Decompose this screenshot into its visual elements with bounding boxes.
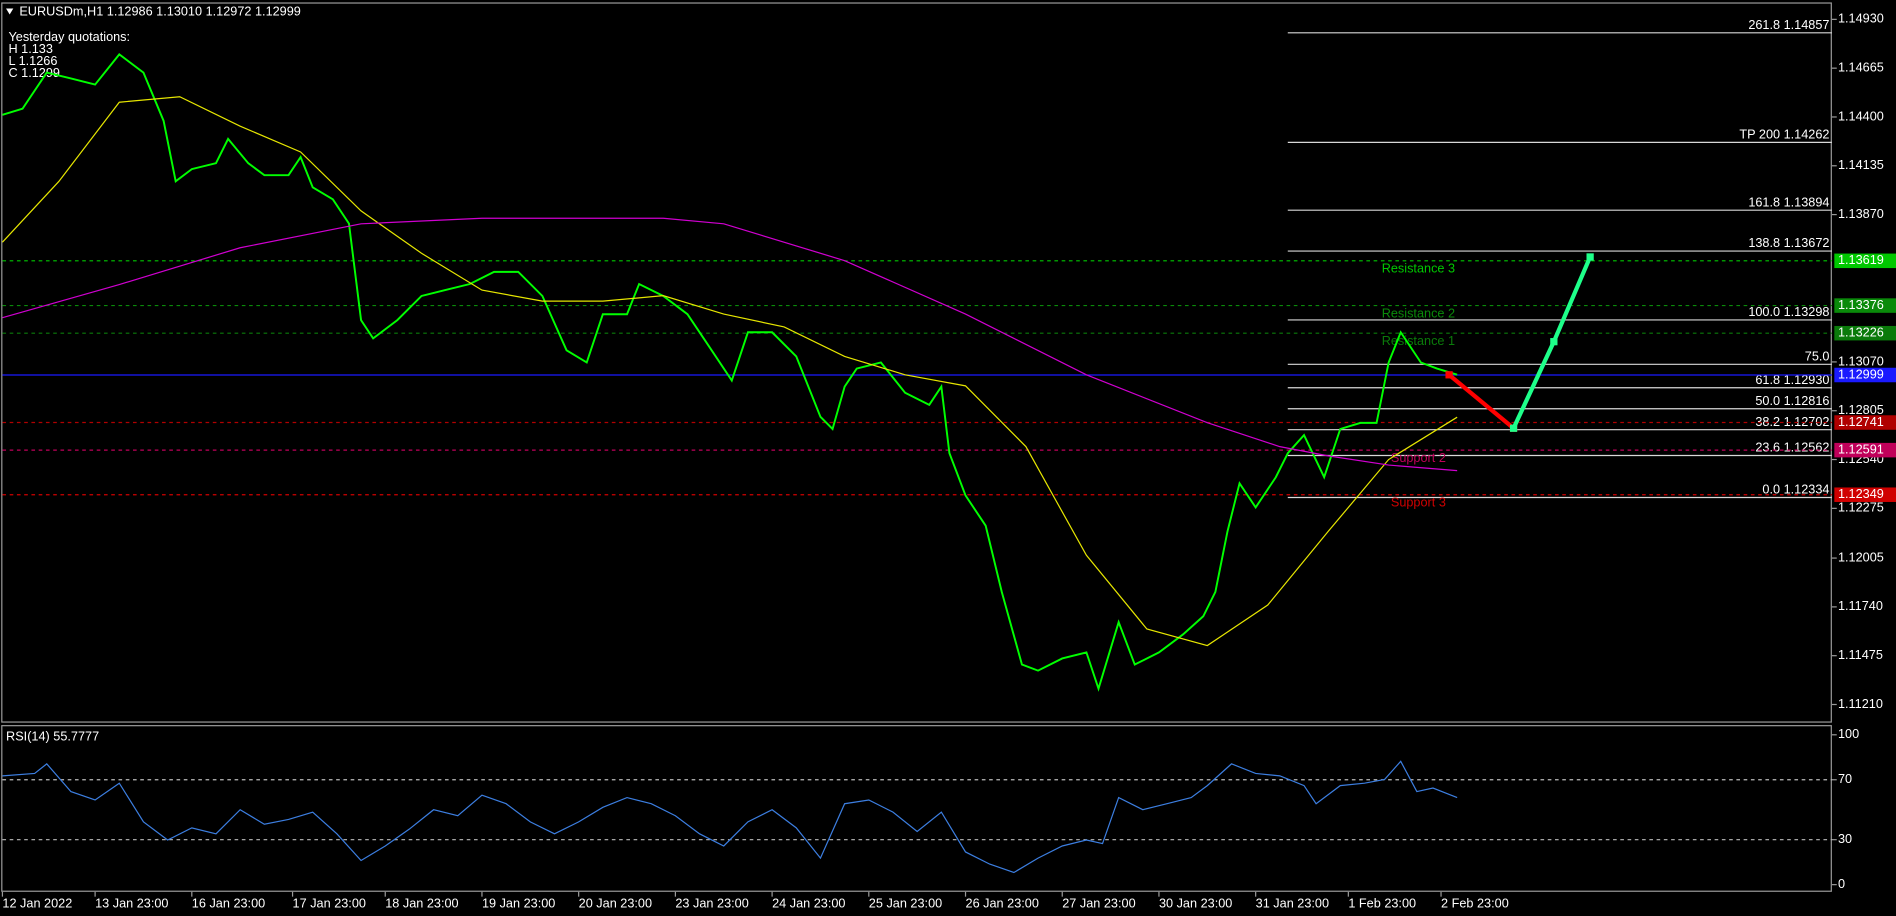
- fib-label: 50.0 1.12816: [1755, 394, 1829, 408]
- annotation: C 1.1299: [8, 66, 60, 80]
- fib-label: 61.8 1.12930: [1755, 373, 1829, 387]
- level-price-label: 1.12741: [1838, 415, 1884, 429]
- y-tick-label: 30: [1838, 832, 1852, 846]
- forecast-point: [1550, 338, 1558, 346]
- level-price-label: 1.12591: [1838, 443, 1884, 457]
- x-tick-label: 17 Jan 23:00: [293, 896, 366, 910]
- x-tick-label: 12 Jan 2022: [2, 896, 72, 910]
- series-line: [2, 760, 1458, 874]
- y-tick-label: 1.12805: [1838, 403, 1884, 417]
- y-tick-label: 1.14665: [1838, 61, 1884, 75]
- level-price-box: [1834, 415, 1896, 430]
- level-name: Resistance 3: [1382, 262, 1455, 276]
- level-name: Support 3: [1391, 496, 1446, 510]
- level-name: Resistance 2: [1382, 306, 1455, 320]
- level-name: Resistance 1: [1382, 334, 1455, 348]
- series-line: [2, 217, 1458, 472]
- fib-label: 161.8 1.13894: [1748, 195, 1829, 209]
- series-line: [2, 53, 1458, 692]
- x-tick-label: 30 Jan 23:00: [1159, 896, 1232, 910]
- forecast-line: [1447, 373, 1515, 430]
- series-line: [1, 96, 1458, 647]
- level-price-label: 1.13619: [1838, 253, 1884, 267]
- x-tick-label: 26 Jan 23:00: [966, 896, 1039, 910]
- x-tick-label: 20 Jan 23:00: [579, 896, 652, 910]
- x-tick-label: 23 Jan 23:00: [675, 896, 748, 910]
- symbol-menu[interactable]: [6, 8, 14, 15]
- x-tick-label: 16 Jan 23:00: [192, 896, 265, 910]
- y-tick-label: 100: [1838, 727, 1859, 741]
- level-price-label: 1.13376: [1838, 298, 1884, 312]
- x-tick-label: 2 Feb 23:00: [1441, 896, 1509, 910]
- x-tick-label: 18 Jan 23:00: [385, 896, 458, 910]
- y-tick-label: 1.11475: [1838, 648, 1883, 662]
- level-price-label: 1.12999: [1838, 367, 1884, 381]
- fib-label: TP 200 1.14262: [1739, 128, 1829, 142]
- level-price-label: 1.13226: [1838, 326, 1884, 340]
- level-price-box: [1834, 487, 1896, 502]
- x-tick-label: 1 Feb 23:00: [1348, 896, 1416, 910]
- forecast-point: [1509, 424, 1518, 432]
- x-tick-label: 25 Jan 23:00: [869, 896, 942, 910]
- level-price-box: [1834, 325, 1896, 341]
- x-tick-label: 27 Jan 23:00: [1062, 896, 1135, 910]
- y-tick-label: 1.14400: [1838, 109, 1884, 123]
- level-price-box: [1834, 298, 1896, 313]
- rsi-panel-frame: [1, 725, 1832, 892]
- x-tick-label: 24 Jan 23:00: [772, 896, 845, 910]
- y-tick-label: 70: [1838, 772, 1852, 786]
- y-tick-label: 1.14135: [1838, 158, 1884, 172]
- level-price-box: [1834, 253, 1896, 269]
- chart-title: EURUSDm,H1 1.12986 1.13010 1.12972 1.129…: [19, 4, 301, 18]
- x-tick-label: 31 Jan 23:00: [1256, 896, 1329, 910]
- fib-label: 38.2 1.12702: [1755, 415, 1829, 429]
- level-price-label: 1.12349: [1838, 487, 1884, 501]
- forecast-point: [1586, 253, 1594, 261]
- x-tick-label: 13 Jan 23:00: [95, 896, 168, 910]
- y-tick-label: 0: [1838, 877, 1845, 891]
- main-panel-frame: [1, 2, 1832, 723]
- level-price-box: [1834, 367, 1896, 383]
- y-tick-label: 1.12275: [1838, 501, 1884, 515]
- y-tick-label: 1.11740: [1838, 599, 1883, 613]
- y-tick-label: 1.12005: [1838, 550, 1884, 564]
- forecast-point: [1445, 371, 1453, 379]
- y-tick-label: 1.11210: [1838, 697, 1883, 711]
- fib-label: 138.8 1.13672: [1748, 236, 1829, 250]
- annotation: H 1.133: [8, 42, 52, 56]
- fib-label: 75.0: [1805, 349, 1830, 363]
- fib-label: 23.6 1.12562: [1755, 441, 1829, 455]
- x-tick-label: 19 Jan 23:00: [482, 896, 555, 910]
- fib-label: 100.0 1.13298: [1748, 305, 1829, 319]
- fib-label: 0.0 1.12334: [1762, 483, 1829, 497]
- annotation: Yesterday quotations:: [8, 30, 130, 44]
- y-tick-label: 1.13870: [1838, 207, 1884, 221]
- y-tick-label: 1.13070: [1838, 354, 1884, 368]
- y-tick-label: 1.14930: [1838, 12, 1884, 26]
- indicator-title: RSI(14) 55.7777: [6, 730, 99, 744]
- annotation: L 1.1266: [8, 54, 57, 68]
- level-price-box: [1834, 442, 1896, 458]
- fib-label: 261.8 1.14857: [1748, 18, 1829, 32]
- level-name: Support 2: [1391, 451, 1446, 465]
